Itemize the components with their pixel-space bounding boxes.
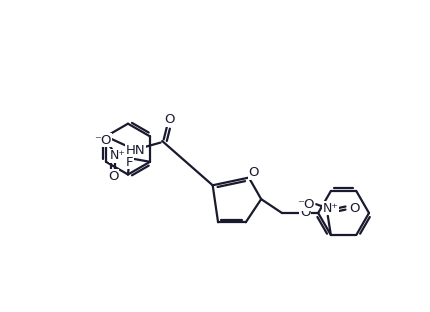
Text: HN: HN [126,144,145,157]
Text: O: O [300,207,310,220]
Text: F: F [126,156,133,169]
Text: O: O [108,170,118,183]
Text: N⁺: N⁺ [323,202,339,215]
Text: O: O [165,113,175,126]
Text: O: O [350,202,360,215]
Text: N⁺: N⁺ [110,149,126,162]
Text: ⁻O: ⁻O [94,134,112,147]
Text: O: O [248,167,259,179]
Text: ⁻O: ⁻O [297,198,314,211]
